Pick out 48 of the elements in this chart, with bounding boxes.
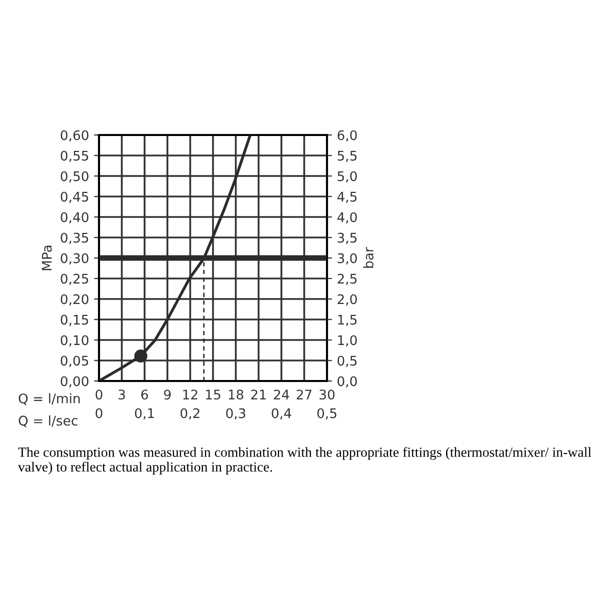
y2-tick-label: 2,0 bbox=[338, 294, 357, 306]
y-tick-label: 0,50 bbox=[60, 171, 88, 183]
x-tick-label: 6 bbox=[141, 390, 148, 400]
y2-tick-label: 6,0 bbox=[338, 130, 357, 142]
y-tick-label: 0,55 bbox=[60, 150, 88, 162]
y2-tick-label: 5,0 bbox=[338, 171, 357, 183]
y2-tick-label: 0,0 bbox=[338, 376, 357, 388]
y2-tick-label: 1,0 bbox=[338, 335, 357, 347]
y2-tick-label: 1,5 bbox=[338, 314, 357, 326]
y2-tick-label: 5,5 bbox=[338, 150, 357, 162]
y-tick-label: 0,45 bbox=[60, 192, 88, 204]
x2-tick-label: 0,4 bbox=[272, 408, 292, 420]
y2-tick-label: 0,5 bbox=[338, 356, 357, 368]
y2-tick-label: 2,5 bbox=[338, 274, 357, 286]
x2-tick-label: 0,2 bbox=[180, 408, 200, 420]
text: The consumption was measured in combination with the appropriate fittings (thermostat/mixer/ in-wall valve) to reflect actual application in practice. bbox=[18, 447, 592, 474]
x2-tick-label: 0 bbox=[96, 408, 102, 418]
y-tick-label: 0,20 bbox=[60, 294, 88, 306]
x-tick-label: 24 bbox=[274, 390, 290, 400]
x-tick-label: 21 bbox=[251, 390, 266, 400]
x-tick-label: 3 bbox=[118, 390, 125, 400]
x2-axis-title: Q = l/sec bbox=[18, 415, 78, 428]
y-tick-label: 0,00 bbox=[60, 376, 88, 388]
y-tick-label: 0,35 bbox=[60, 232, 88, 244]
x-axis-title: Q = l/min bbox=[18, 393, 80, 405]
x-tick-label: 12 bbox=[183, 390, 198, 400]
y-tick-label: 0,60 bbox=[60, 130, 88, 142]
y2-tick-label: 4,5 bbox=[337, 192, 357, 204]
x-tick-label: 15 bbox=[206, 390, 220, 400]
x-tick-label: 18 bbox=[228, 390, 244, 400]
y-axis-title: MPa bbox=[42, 246, 52, 270]
y-tick-label: 0,30 bbox=[60, 253, 88, 265]
x2-tick-label: 0,1 bbox=[134, 408, 154, 420]
y-tick-label: 0,05 bbox=[60, 356, 88, 368]
x-tick-label: 0 bbox=[96, 390, 102, 400]
x2-tick-label: 0,5 bbox=[317, 408, 336, 420]
y2-axis-title: bar bbox=[363, 247, 374, 268]
x-tick-label: 30 bbox=[320, 390, 335, 400]
x-tick-label: 27 bbox=[296, 390, 312, 400]
y2-tick-label: 3,0 bbox=[338, 253, 357, 265]
x-tick-label: 9 bbox=[164, 390, 171, 400]
y-tick-label: 0,15 bbox=[60, 314, 88, 326]
x2-tick-label: 0,3 bbox=[226, 408, 246, 420]
y2-tick-label: 4,0 bbox=[337, 212, 357, 224]
y-tick-label: 0,10 bbox=[60, 335, 88, 347]
y-tick-label: 0,40 bbox=[60, 212, 88, 224]
y2-tick-label: 3,5 bbox=[338, 232, 357, 244]
y-tick-label: 0,25 bbox=[60, 274, 88, 286]
